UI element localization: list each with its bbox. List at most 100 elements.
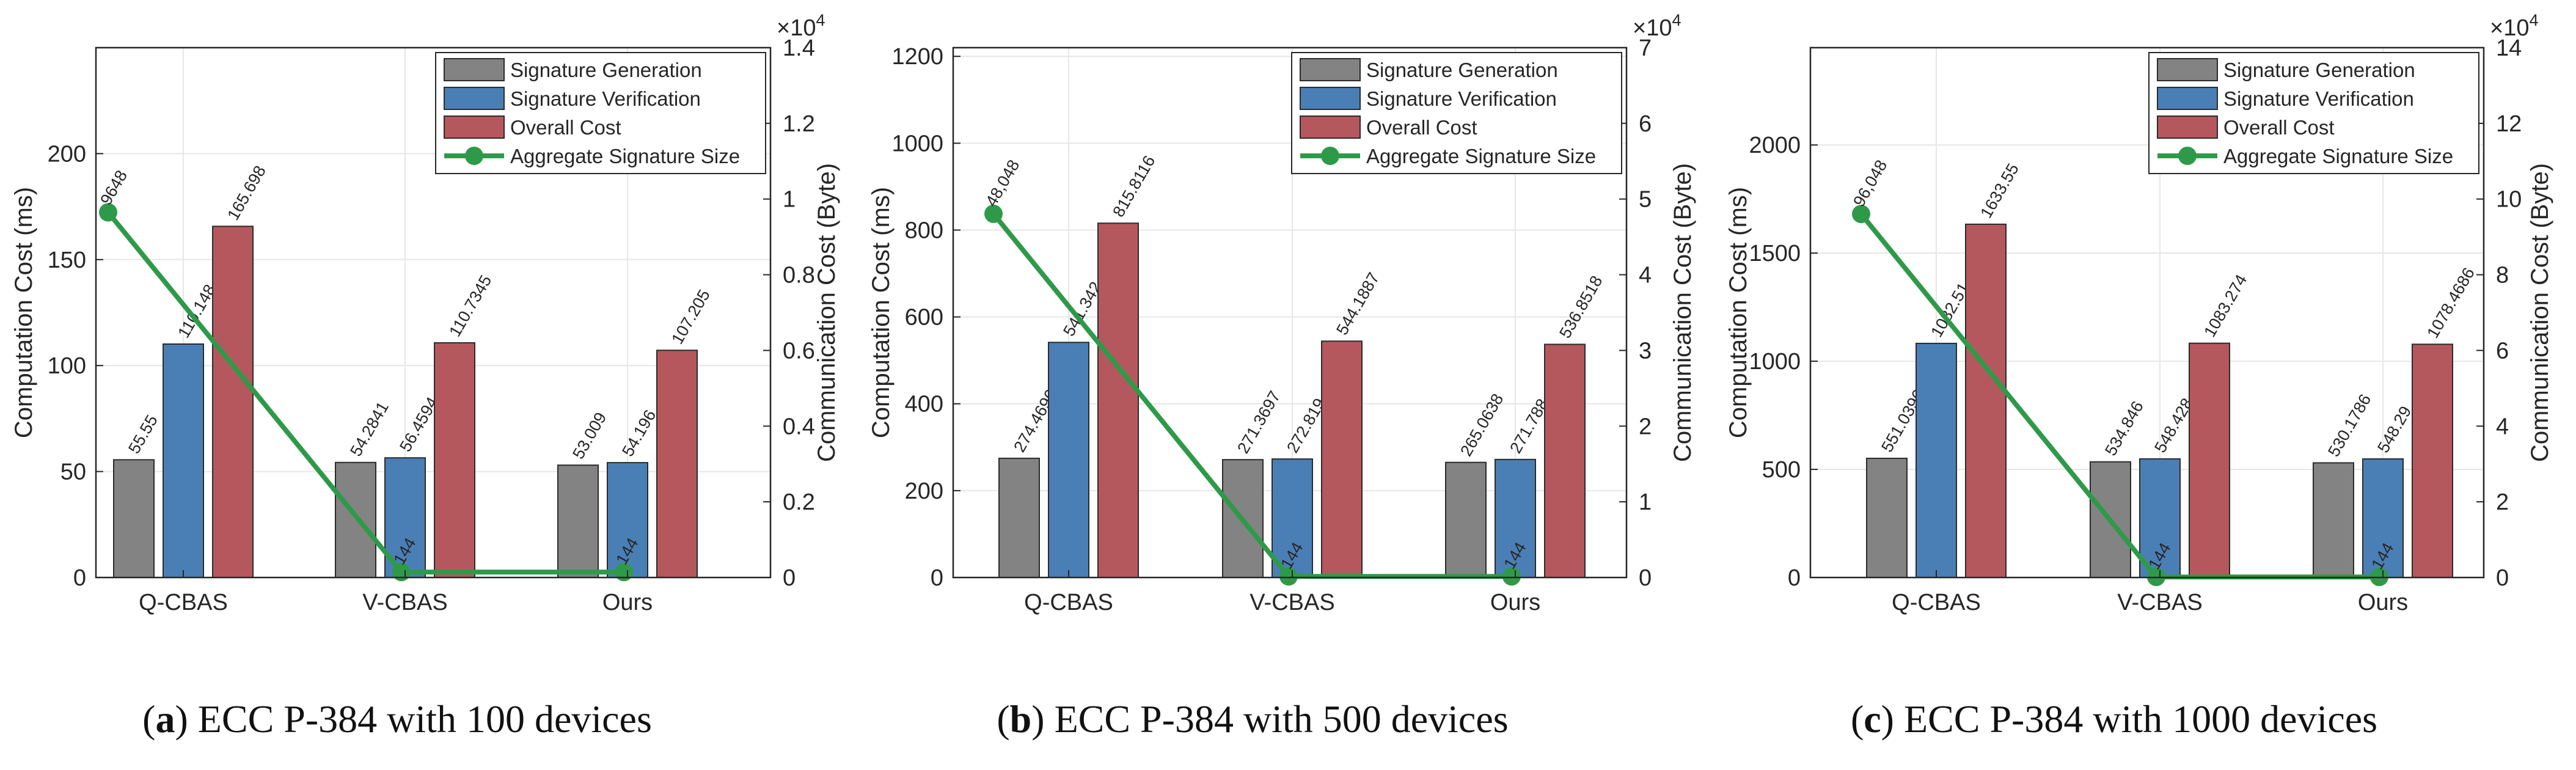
x-category-label: Q-CBAS xyxy=(1892,590,1981,615)
bar-overall-cost xyxy=(1544,343,1586,579)
bar-signature-generation xyxy=(1445,461,1487,578)
y2-tick-label: 0 xyxy=(1639,565,1652,591)
caption-a-label: a xyxy=(155,697,175,741)
bar-signature-verification xyxy=(1048,342,1089,578)
y2-axis-title: Communication Cost (Byte) xyxy=(2527,163,2553,462)
aggregate-size-point xyxy=(984,204,1003,223)
y2-exponent: ×104 xyxy=(1633,11,1681,41)
bar-signature-verification xyxy=(1272,458,1313,579)
y-tick-label: 1000 xyxy=(891,131,943,156)
y2-exponent-power: 4 xyxy=(1672,11,1681,29)
legend-label-verification: Signature Verification xyxy=(2223,87,2414,110)
y2-tick-label: 0.2 xyxy=(783,490,815,515)
y2-tick-label: 12 xyxy=(2496,111,2522,137)
y2-tick-label: 0.4 xyxy=(783,414,815,439)
x-category-label: Ours xyxy=(2358,590,2408,615)
y-tick-label: 150 xyxy=(48,248,86,273)
legend-swatch-generation xyxy=(444,58,505,81)
bar-signature-generation xyxy=(113,459,155,578)
legend-label-generation: Signature Generation xyxy=(2223,59,2415,81)
legend-label-aggregate: Aggregate Signature Size xyxy=(510,145,740,167)
y2-tick-label: 7 xyxy=(1639,35,1652,61)
legend-swatch-overall xyxy=(444,116,505,139)
y-tick-label: 1000 xyxy=(1749,349,1801,375)
axes-frame xyxy=(952,46,1628,579)
y-tick-label: 200 xyxy=(48,141,86,167)
caption-b-label: b xyxy=(1009,697,1032,741)
y2-tick-label: 3 xyxy=(1639,338,1652,364)
legend-marker-aggregate xyxy=(1321,147,1339,165)
y2-tick-label: 10 xyxy=(2496,187,2522,213)
bar-overall-cost xyxy=(2189,342,2230,578)
y-tick-label: 200 xyxy=(905,479,943,504)
caption-a-text: ECC P-384 with 100 devices xyxy=(197,697,652,741)
bar-overall-cost xyxy=(656,350,698,578)
y-tick-label: 600 xyxy=(905,305,943,331)
y-tick-label: 50 xyxy=(60,460,86,485)
y-tick-label: 500 xyxy=(1762,457,1801,483)
bar-signature-generation xyxy=(335,461,376,578)
legend-label-aggregate: Aggregate Signature Size xyxy=(2223,145,2453,167)
y-axis-title: Computation Cost (ms) xyxy=(10,187,37,438)
bar-signature-generation xyxy=(1866,457,1908,578)
bar-overall-cost xyxy=(1965,223,2007,578)
y2-tick-label: 5 xyxy=(1639,187,1652,213)
y-tick-label: 800 xyxy=(905,218,943,243)
aggregate-size-point xyxy=(1279,567,1298,586)
x-category-label: V-CBAS xyxy=(2117,590,2202,615)
y2-tick-label: 2 xyxy=(1639,414,1652,439)
legend-label-generation: Signature Generation xyxy=(510,59,702,81)
axes-frame xyxy=(95,46,772,579)
bar-signature-verification xyxy=(2139,458,2181,578)
aggregate-size-point xyxy=(1502,567,1521,586)
y-tick-label: 400 xyxy=(905,392,943,417)
bar-overall-cost xyxy=(212,226,254,579)
y2-exponent-power: 4 xyxy=(816,11,825,29)
legend-label-overall: Overall Cost xyxy=(510,116,621,139)
x-category-label: V-CBAS xyxy=(1250,590,1334,615)
y2-tick-label: 1.2 xyxy=(783,111,815,137)
bar-overall-cost xyxy=(1321,340,1363,578)
legend-swatch-verification xyxy=(2157,87,2218,110)
bar-signature-verification xyxy=(1495,458,1536,578)
y2-exponent: ×104 xyxy=(777,11,825,41)
y2-axis-title: Communication Cost (Byte) xyxy=(813,163,840,462)
legend-label-generation: Signature Generation xyxy=(1366,59,1558,81)
x-category-label: V-CBAS xyxy=(362,590,447,615)
y2-exponent: ×104 xyxy=(2490,11,2539,41)
bar-signature-verification xyxy=(163,343,204,578)
legend-swatch-overall xyxy=(2157,116,2218,139)
y2-tick-label: 6 xyxy=(2496,338,2509,364)
bar-overall-cost xyxy=(1097,222,1139,578)
caption-a: (a) ECC P-384 with 100 devices xyxy=(142,697,652,741)
bar-signature-generation xyxy=(998,457,1040,578)
legend-swatch-generation xyxy=(1300,58,1361,81)
y2-tick-label: 0 xyxy=(2496,565,2509,591)
y2-exponent-power: 4 xyxy=(2529,11,2538,29)
y-tick-label: 1500 xyxy=(1749,241,1801,266)
legend-marker-aggregate xyxy=(2178,147,2197,165)
axes-frame xyxy=(1809,46,2485,579)
caption-c-text: ECC P-384 with 1000 devices xyxy=(1903,697,2378,741)
caption-b: (b) ECC P-384 with 500 devices xyxy=(997,697,1509,741)
y-tick-label: 0 xyxy=(73,565,86,591)
x-category-label: Ours xyxy=(1490,590,1540,615)
y2-axis-title: Communication Cost (Byte) xyxy=(1669,163,1696,462)
y-tick-label: 0 xyxy=(931,565,943,591)
y2-tick-label: 0 xyxy=(783,565,796,591)
x-category-label: Ours xyxy=(602,590,653,615)
x-category-label: Q-CBAS xyxy=(1024,590,1113,615)
legend-swatch-verification xyxy=(444,87,505,110)
legend-swatch-overall xyxy=(1300,116,1361,139)
bar-overall-cost xyxy=(434,342,475,579)
bar-overall-cost xyxy=(2412,343,2453,578)
aggregate-size-point xyxy=(615,563,633,582)
y2-tick-label: 4 xyxy=(1639,263,1652,288)
y-tick-label: 2000 xyxy=(1749,133,1801,158)
y-axis-title: Computation Cost (ms) xyxy=(868,187,895,438)
legend-label-overall: Overall Cost xyxy=(2223,116,2335,139)
